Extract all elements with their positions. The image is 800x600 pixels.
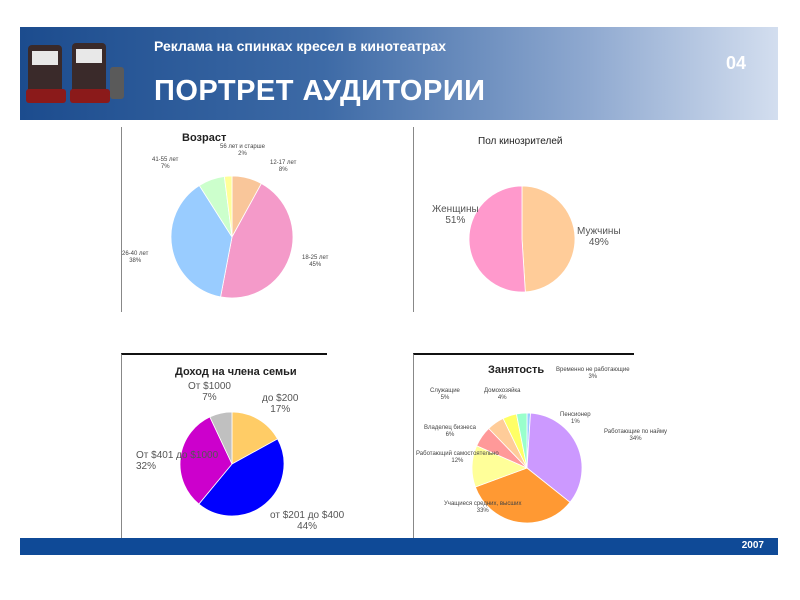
slice-label: до $200 17% — [262, 393, 299, 415]
slice-label: От $401 до $1000 32% — [136, 450, 219, 472]
slice-label: Временно не работающие 3% — [556, 367, 630, 380]
chart-title: Доход на члена семьи — [175, 366, 297, 378]
slice-label: 41-55 лет 7% — [152, 157, 179, 170]
pie-slice — [521, 185, 576, 293]
pie-slice — [209, 411, 233, 465]
age-pie-svg — [170, 175, 294, 299]
slice-label: Служащие 5% — [430, 388, 460, 401]
footer-year: 2007 — [741, 540, 764, 551]
pie-slice — [468, 185, 526, 293]
employment-pie-svg — [471, 412, 583, 524]
pie-slice — [198, 438, 285, 517]
slice-label: 26-40 лет 38% — [122, 251, 149, 264]
cinema-seats-icon — [26, 43, 124, 103]
footer-bar: 2007 — [20, 538, 778, 555]
slice-label: Работающие по найму 34% — [604, 429, 668, 442]
page-number: 04 — [725, 53, 746, 73]
slice-label: от $201 до $400 44% — [270, 510, 345, 532]
slice-label: Работающий самостоятельно 12% — [416, 451, 499, 464]
slice-label: Учащиеся средних, высших 33% — [444, 501, 522, 514]
slice-label: Женщины 51% — [432, 204, 479, 226]
slice-label: Мужчины 49% — [577, 226, 621, 248]
employment-pie-chart: Занятость Временно не работающие 3% Домох… — [413, 353, 667, 540]
slide-title: ПОРТРЕТ АУДИТОРИИ — [154, 75, 486, 107]
gender-pie-chart: Пол кинозрителей Женщины 51% Мужчины 49% — [413, 127, 621, 312]
pie-slice — [474, 467, 571, 524]
slide-subtitle: Реклама на спинках кресел в кинотеатрах — [154, 38, 447, 54]
age-pie-chart: Возраст 56 лет и старше 2% 12-17 лет 8% 41… — [121, 127, 344, 312]
pie-slice — [516, 412, 528, 469]
slice-label: Владелец бизнеса 6% — [424, 425, 476, 438]
slice-label: 56 лет и старше 2% — [220, 144, 265, 157]
header-banner: Реклама на спинках кресел в кинотеатрах … — [20, 27, 778, 120]
pie-slice — [223, 175, 233, 238]
gender-pie-svg — [468, 185, 576, 293]
income-pie-chart: Доход на члена семьи От $1000 7% до $200 1… — [121, 353, 344, 540]
pie-slice — [179, 416, 233, 505]
slice-label: 18-25 лет 45% — [302, 255, 329, 268]
chart-title: Пол кинозрителей — [478, 136, 563, 147]
chart-title: Занятость — [488, 364, 545, 376]
income-pie-svg — [179, 411, 285, 517]
slice-label: От $1000 7% — [188, 381, 231, 403]
slice-label: Пенсионер 1% — [560, 412, 591, 425]
chart-title: Возраст — [182, 132, 227, 144]
slice-label: 12-17 лет 8% — [270, 160, 297, 173]
pie-slice — [526, 412, 583, 503]
pie-slice — [231, 411, 279, 465]
slice-label: Домохозяйка 4% — [484, 388, 521, 401]
pie-slice — [220, 183, 294, 299]
